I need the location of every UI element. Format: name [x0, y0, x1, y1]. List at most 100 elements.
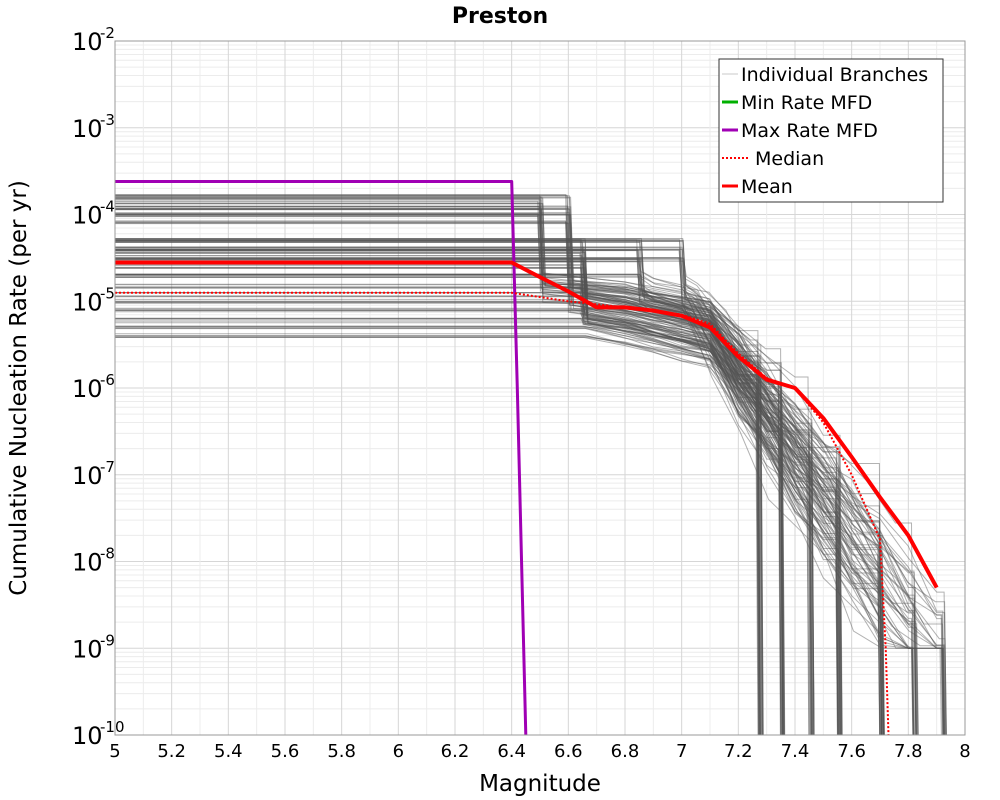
branch-line — [115, 249, 883, 735]
branch-line — [115, 195, 815, 735]
y-tick-exponent: -8 — [100, 545, 115, 563]
branch-line — [115, 276, 917, 735]
legend-label: Median — [755, 148, 824, 170]
branch-line — [115, 260, 919, 735]
x-tick-label: 6 — [393, 741, 404, 762]
branch-line — [115, 197, 814, 735]
branch-line — [115, 327, 881, 735]
y-tick-base: 10 — [72, 202, 103, 230]
branch-line — [115, 239, 883, 735]
branch-line — [115, 317, 919, 735]
branch-line — [115, 246, 784, 735]
branch-line — [115, 267, 841, 735]
branch-line — [115, 222, 763, 735]
branch-line — [115, 240, 761, 735]
branch-line — [115, 275, 917, 735]
branch-line — [115, 257, 764, 735]
branch-line — [115, 201, 945, 735]
y-tick-label: 10-5 — [72, 284, 115, 316]
branch-line — [115, 242, 785, 735]
branch-line — [115, 276, 759, 735]
branch-line — [115, 309, 946, 735]
branch-line — [115, 214, 784, 735]
branch-line — [115, 207, 885, 735]
branch-line — [115, 222, 883, 735]
branch-line — [115, 274, 841, 735]
branch-line — [115, 273, 840, 735]
branch-line — [115, 335, 882, 735]
branch-line — [115, 274, 815, 735]
mean-line — [115, 260, 939, 589]
branch-line — [115, 249, 946, 735]
y-tick-base: 10 — [72, 115, 103, 143]
x-tick-label: 7.4 — [781, 741, 810, 762]
branch-line — [115, 257, 883, 735]
branch-line — [115, 292, 813, 735]
x-tick-label: 5.2 — [157, 741, 186, 762]
branch-line — [115, 196, 784, 735]
legend-label: Max Rate MFD — [741, 120, 878, 142]
legend-label: Mean — [741, 176, 793, 198]
x-tick-label: 5.6 — [271, 741, 300, 762]
branch-line — [115, 198, 784, 735]
branch-line — [115, 310, 761, 735]
branch-line — [115, 276, 885, 735]
branch-line — [115, 261, 783, 735]
x-tick-label: 8 — [959, 741, 970, 762]
branch-line — [115, 209, 763, 735]
branch-line — [115, 326, 884, 735]
y-tick-exponent: -5 — [100, 284, 115, 302]
individual-branches — [115, 194, 947, 735]
branch-line — [115, 241, 785, 735]
branch-line — [115, 213, 811, 735]
branch-line — [115, 208, 784, 735]
x-tick-label: 6.4 — [497, 741, 526, 762]
y-tick-base: 10 — [72, 375, 103, 403]
branch-line — [115, 335, 884, 735]
branch-line — [115, 322, 885, 735]
branch-line — [115, 194, 882, 735]
branch-line — [115, 209, 843, 735]
legend-entry: Mean — [722, 176, 793, 198]
y-tick-label: 10-4 — [72, 198, 115, 230]
legend-entry: Min Rate MFD — [722, 92, 872, 114]
x-axis-label: Magnitude — [479, 771, 601, 797]
branch-line — [115, 309, 946, 735]
branch-line — [115, 264, 812, 735]
branch-line — [115, 326, 915, 735]
branch-line — [115, 255, 945, 735]
y-axis-ticks: 10-210-310-410-510-610-710-810-910-10 — [72, 24, 125, 750]
branch-line — [115, 246, 782, 735]
x-tick-label: 5.8 — [327, 741, 356, 762]
branch-line — [115, 260, 760, 735]
branch-line — [115, 239, 841, 735]
branch-line — [115, 252, 885, 735]
branch-line — [115, 206, 786, 735]
branch-line — [115, 287, 812, 735]
branch-line — [115, 251, 839, 735]
legend: Individual Branches Min Rate MFD Max Rate … — [718, 58, 944, 203]
branch-line — [115, 250, 760, 735]
branch-line — [115, 302, 761, 735]
branch-line — [115, 252, 914, 735]
branch-line — [115, 239, 916, 735]
branch-line — [115, 196, 839, 735]
branch-line — [115, 248, 945, 735]
branch-line — [115, 273, 839, 735]
x-tick-label: 6.8 — [611, 741, 640, 762]
branch-line — [115, 255, 945, 735]
branch-line — [115, 238, 918, 735]
branch-line — [115, 240, 945, 735]
branch-line — [115, 213, 842, 735]
branch-line — [115, 205, 884, 735]
branch-line — [115, 258, 945, 735]
branch-line — [115, 221, 815, 735]
branch-line — [115, 328, 917, 735]
branch-line — [115, 239, 944, 735]
branch-line — [115, 207, 917, 735]
branch-line — [115, 264, 840, 735]
branch-line — [115, 194, 883, 735]
branch-line — [115, 223, 764, 735]
branch-line — [115, 246, 947, 735]
